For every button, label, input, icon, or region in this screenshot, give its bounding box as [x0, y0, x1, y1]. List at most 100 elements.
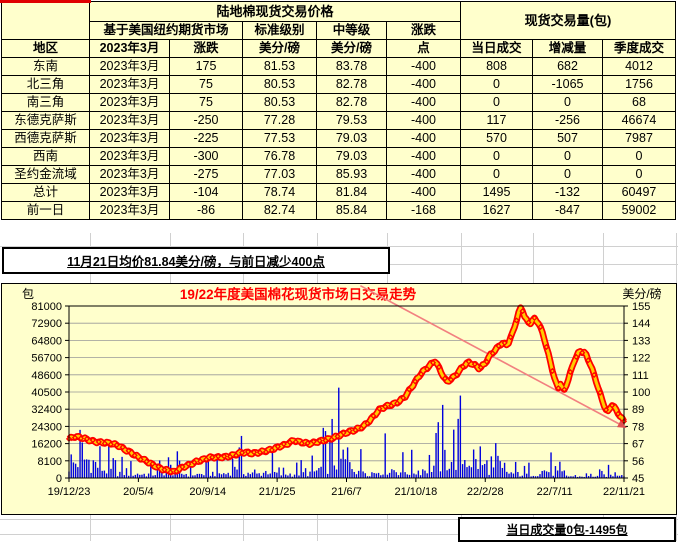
cell-change[interactable]: -86: [169, 201, 243, 220]
cell-middling[interactable]: 85.93: [316, 165, 387, 184]
cell-change_points[interactable]: -400: [386, 165, 461, 184]
cell-month[interactable]: 2023年3月: [89, 201, 170, 220]
col-unit-standard[interactable]: 美分/磅: [242, 39, 317, 58]
cell-middling[interactable]: 83.78: [316, 57, 387, 76]
cell-delta[interactable]: 0: [532, 165, 603, 184]
cell-delta[interactable]: -132: [532, 183, 603, 202]
cell-change_points[interactable]: -400: [386, 183, 461, 202]
cell-delta[interactable]: -1065: [532, 75, 603, 94]
cell-middling[interactable]: 82.78: [316, 93, 387, 112]
right-axis-tick-label: 45: [632, 473, 644, 485]
cell-region[interactable]: 圣约金流域: [1, 165, 90, 184]
cell-region[interactable]: 前一日: [1, 201, 90, 220]
cell-change_points[interactable]: -400: [386, 75, 461, 94]
cell-season_volume[interactable]: 46674: [602, 111, 676, 130]
cell-standard[interactable]: 77.28: [242, 111, 317, 130]
cell-delta[interactable]: 507: [532, 129, 603, 148]
col-season-volume[interactable]: 季度成交: [602, 39, 676, 58]
volume-bar: [309, 471, 311, 478]
cell-region[interactable]: 东德克萨斯: [1, 111, 90, 130]
cell-middling[interactable]: 85.84: [316, 201, 387, 220]
col-region[interactable]: 地区: [1, 39, 90, 58]
header-middling-grade[interactable]: 中等级: [316, 21, 387, 40]
cell-month[interactable]: 2023年3月: [89, 183, 170, 202]
cell-change[interactable]: -275: [169, 165, 243, 184]
cell-change[interactable]: -300: [169, 147, 243, 166]
cell-change_points[interactable]: -168: [386, 201, 461, 220]
cell-delta[interactable]: -847: [532, 201, 603, 220]
cell-region[interactable]: 南三角: [1, 93, 90, 112]
cell-month[interactable]: 2023年3月: [89, 147, 170, 166]
cell-season_volume[interactable]: 59002: [602, 201, 676, 220]
cell-standard[interactable]: 77.53: [242, 129, 317, 148]
cell-month[interactable]: 2023年3月: [89, 57, 170, 76]
cell-daily_volume[interactable]: 0: [460, 147, 533, 166]
cell-delta[interactable]: 0: [532, 93, 603, 112]
header-change[interactable]: 涨跌: [386, 21, 461, 40]
col-daily-volume[interactable]: 当日成交: [460, 39, 533, 58]
cell-middling[interactable]: 82.78: [316, 75, 387, 94]
col-month[interactable]: 2023年3月: [89, 39, 170, 58]
cell-change_points[interactable]: -400: [386, 57, 461, 76]
cell-daily_volume[interactable]: 1495: [460, 183, 533, 202]
cell-season_volume[interactable]: 68: [602, 93, 676, 112]
col-change[interactable]: 涨跌: [169, 39, 243, 58]
cell-standard[interactable]: 82.74: [242, 201, 317, 220]
cell-delta[interactable]: 682: [532, 57, 603, 76]
cell-daily_volume[interactable]: 0: [460, 75, 533, 94]
cell-delta[interactable]: -256: [532, 111, 603, 130]
cell-daily_volume[interactable]: 117: [460, 111, 533, 130]
table-title[interactable]: 陆地棉现货交易价格: [89, 1, 461, 22]
cell-region[interactable]: 西南: [1, 147, 90, 166]
cell-month[interactable]: 2023年3月: [89, 165, 170, 184]
cell-standard[interactable]: 77.03: [242, 165, 317, 184]
cell-season_volume[interactable]: 60497: [602, 183, 676, 202]
cell-change[interactable]: -225: [169, 129, 243, 148]
col-unit-middling[interactable]: 美分/磅: [316, 39, 387, 58]
cell-daily_volume[interactable]: 0: [460, 93, 533, 112]
cell-daily_volume[interactable]: 570: [460, 129, 533, 148]
cell-delta[interactable]: 0: [532, 147, 603, 166]
cell-daily_volume[interactable]: 1627: [460, 201, 533, 220]
cell-middling[interactable]: 79.03: [316, 147, 387, 166]
cell-season_volume[interactable]: 0: [602, 165, 676, 184]
cell-region[interactable]: 东南: [1, 57, 90, 76]
cell-change[interactable]: -250: [169, 111, 243, 130]
cell-region[interactable]: 西德克萨斯: [1, 129, 90, 148]
trend-chart[interactable]: 81000 155 72900 144 64800 133 56700 122 48600 111…: [1, 283, 677, 515]
header-standard-grade[interactable]: 标准级别: [242, 21, 317, 40]
cell-season_volume[interactable]: 4012: [602, 57, 676, 76]
cell-month[interactable]: 2023年3月: [89, 129, 170, 148]
cell-change[interactable]: 75: [169, 75, 243, 94]
cell-change[interactable]: -104: [169, 183, 243, 202]
cell-standard[interactable]: 76.78: [242, 147, 317, 166]
cell-middling[interactable]: 79.53: [316, 111, 387, 130]
cell-change[interactable]: 175: [169, 57, 243, 76]
volume-title[interactable]: 现货交易量(包): [460, 1, 676, 40]
cell-change_points[interactable]: -400: [386, 147, 461, 166]
col-points[interactable]: 点: [386, 39, 461, 58]
cell-month[interactable]: 2023年3月: [89, 75, 170, 94]
cell-standard[interactable]: 80.53: [242, 93, 317, 112]
cell-change_points[interactable]: -400: [386, 129, 461, 148]
cell-middling[interactable]: 81.84: [316, 183, 387, 202]
cell-season_volume[interactable]: 7987: [602, 129, 676, 148]
header-futures-basis[interactable]: 基于美国纽约期货市场: [89, 21, 243, 40]
cell-region[interactable]: 总计: [1, 183, 90, 202]
cell-standard[interactable]: 78.74: [242, 183, 317, 202]
cell-standard[interactable]: 80.53: [242, 75, 317, 94]
cell-middling[interactable]: 79.03: [316, 129, 387, 148]
cell-month[interactable]: 2023年3月: [89, 93, 170, 112]
cell-season_volume[interactable]: 1756: [602, 75, 676, 94]
cell-change_points[interactable]: -400: [386, 111, 461, 130]
cell-season_volume[interactable]: 0: [602, 147, 676, 166]
cell-daily_volume[interactable]: 0: [460, 165, 533, 184]
col-delta[interactable]: 增减量: [532, 39, 603, 58]
cell-daily_volume[interactable]: 808: [460, 57, 533, 76]
cell-change_points[interactable]: -400: [386, 93, 461, 112]
cell-month[interactable]: 2023年3月: [89, 111, 170, 130]
corner-cell[interactable]: [1, 1, 90, 40]
cell-change[interactable]: 75: [169, 93, 243, 112]
cell-standard[interactable]: 81.53: [242, 57, 317, 76]
cell-region[interactable]: 北三角: [1, 75, 90, 94]
